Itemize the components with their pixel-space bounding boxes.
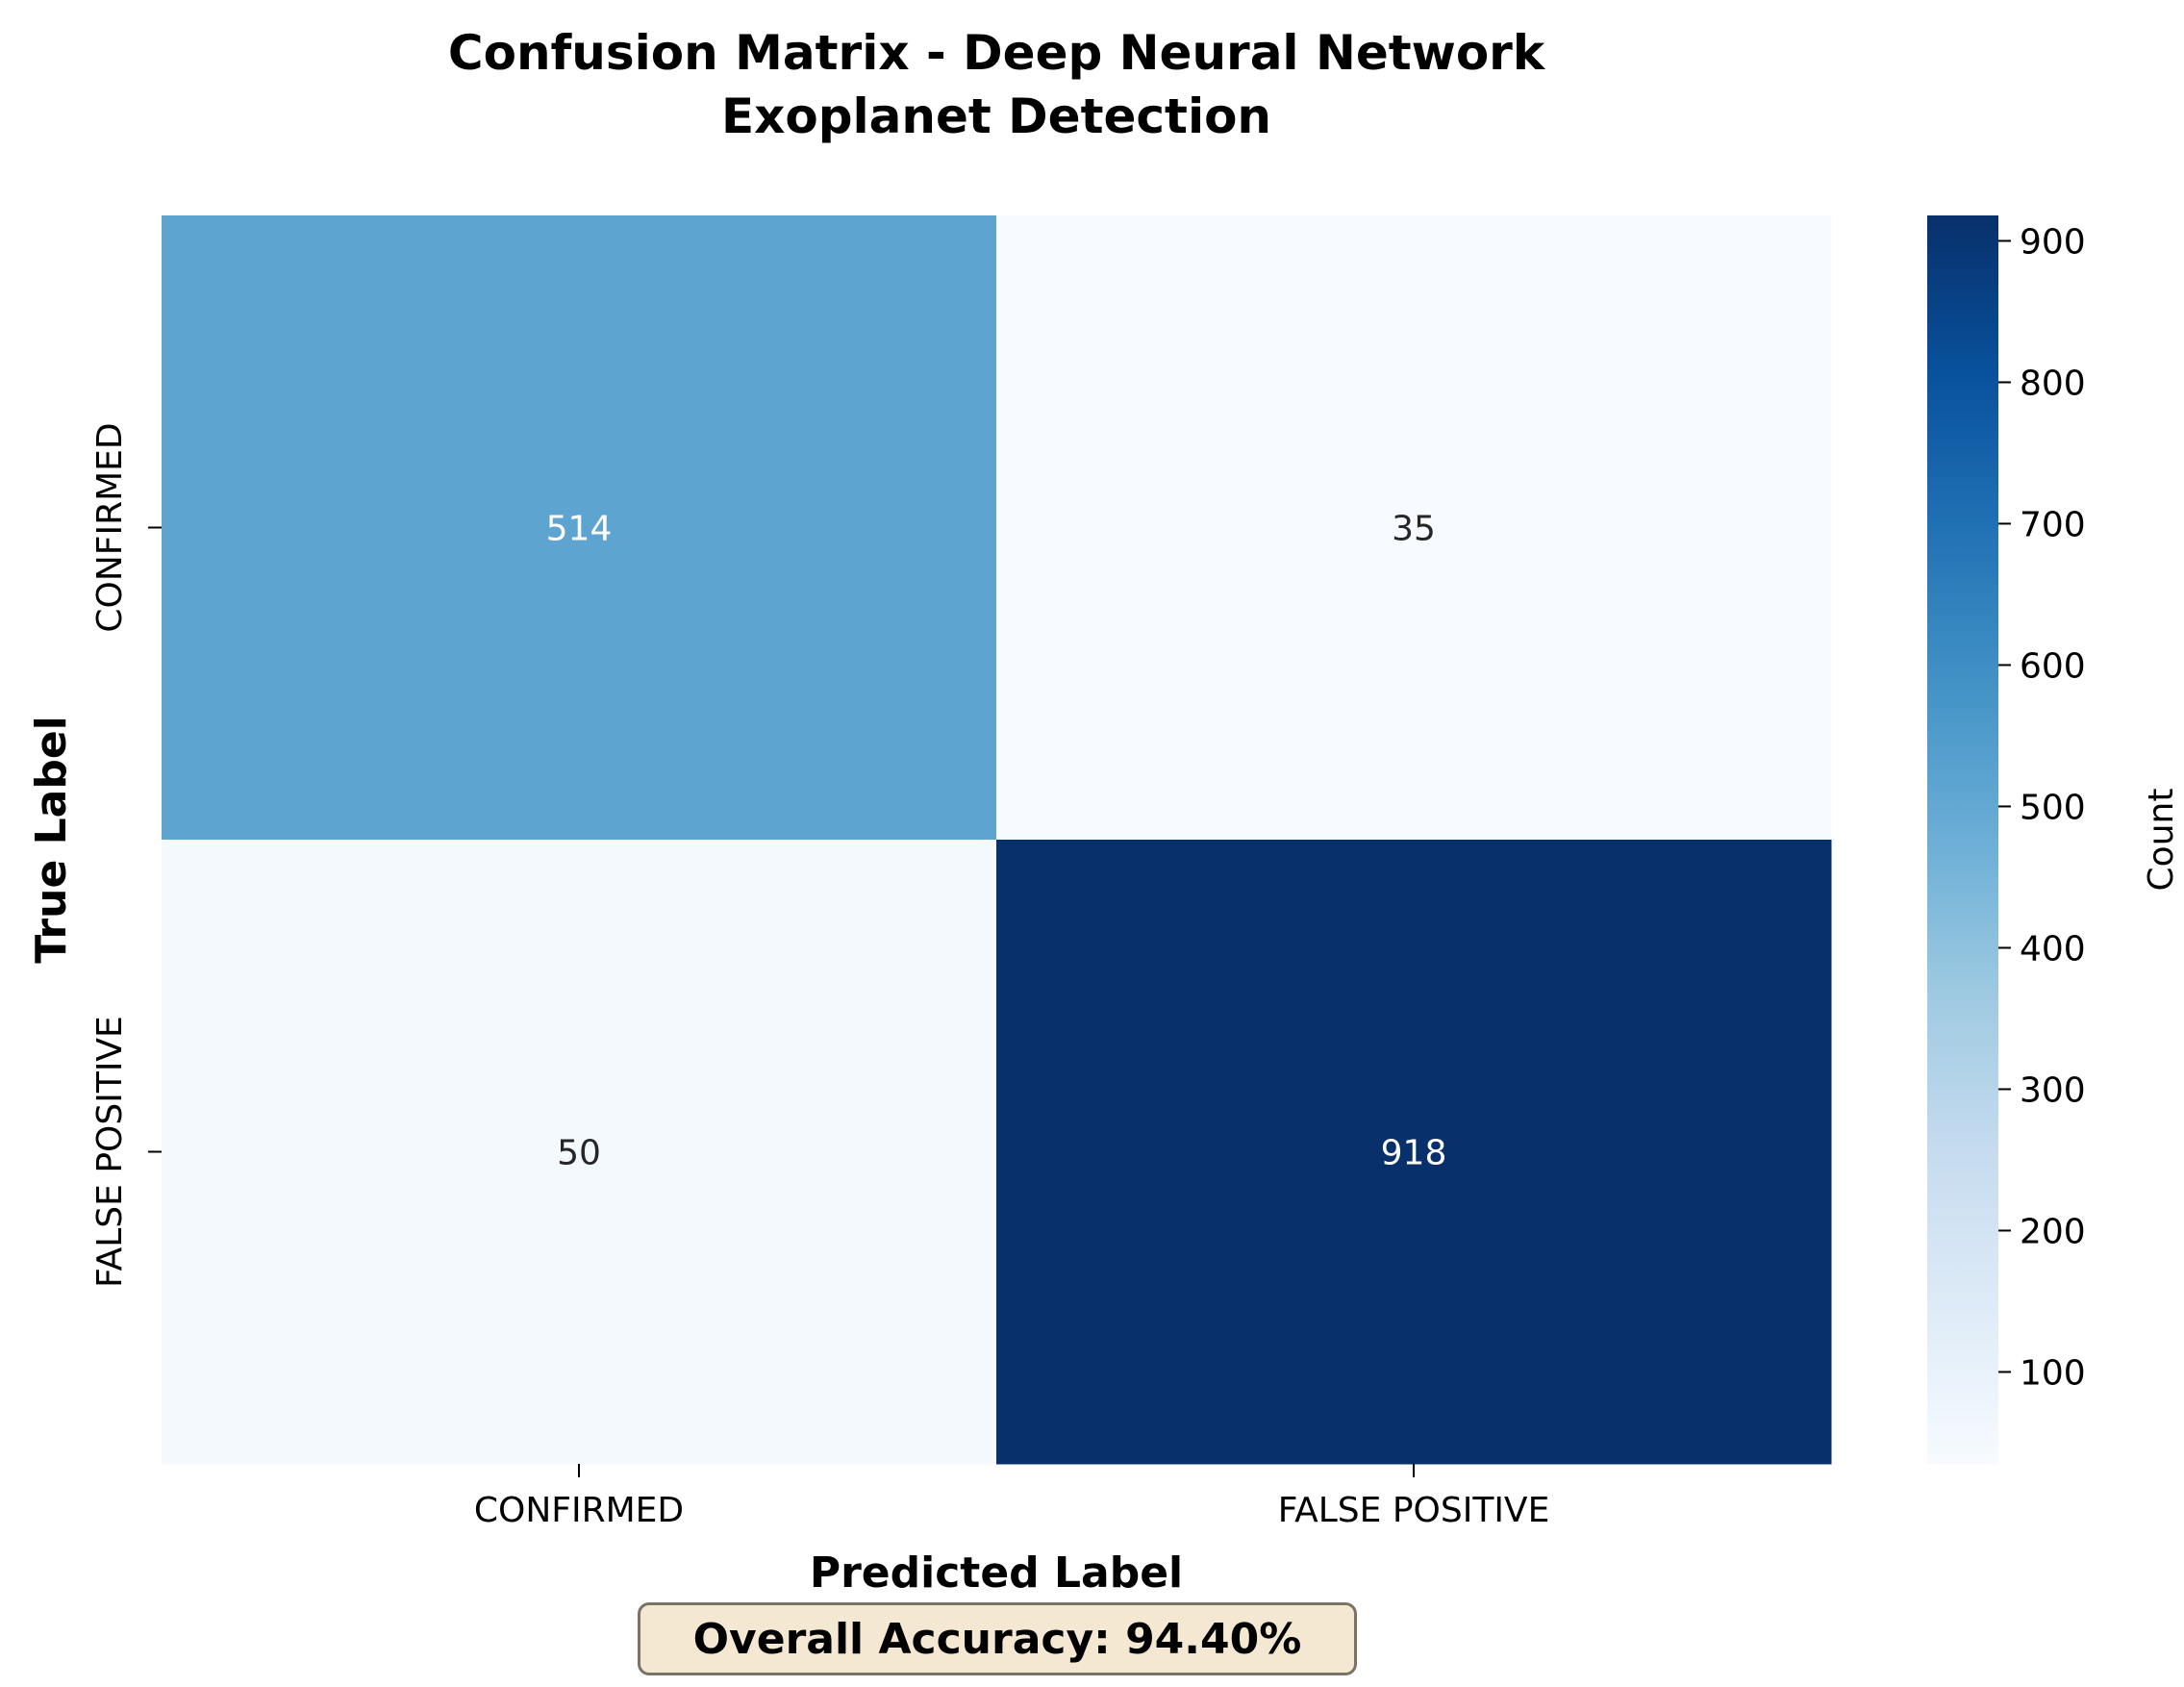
colorbar-tick-label-7: 800 bbox=[2020, 364, 2086, 403]
colorbar-label: Count bbox=[2142, 789, 2181, 892]
accuracy-annotation: Overall Accuracy: 94.40% bbox=[638, 1602, 1357, 1675]
heatmap-axes: CONFIRMED FALSE POSITIVE CONFIRMED FALSE PO… bbox=[90, 422, 1549, 1530]
colorbar-tick-label-2: 300 bbox=[2020, 1070, 2086, 1110]
chart-title-line-1: Confusion Matrix - Deep Neural Network bbox=[448, 25, 1546, 81]
heatmap-cell-1-0 bbox=[162, 840, 997, 1465]
colorbar-tick-label-6: 700 bbox=[2020, 505, 2086, 544]
colorbar-tick-label-3: 400 bbox=[2020, 929, 2086, 969]
colorbar-tick-label-5: 600 bbox=[2020, 646, 2086, 686]
heatmap-cell-0-1 bbox=[996, 215, 1832, 841]
colorbar: 100 200 300 400 500 600 700 800 900 bbox=[1927, 215, 2086, 1464]
heatmap-cell-0-0 bbox=[162, 215, 997, 841]
cell-value-label-0-0: 514 bbox=[546, 510, 613, 549]
colorbar-tick-label-8: 900 bbox=[2020, 222, 2086, 262]
y-tick-label-0: CONFIRMED bbox=[90, 422, 130, 632]
cell-value-label-0-1: 35 bbox=[1392, 510, 1436, 549]
heatmap-area: 514 35 50 918 bbox=[162, 215, 1832, 1465]
x-tick-label-1: FALSE POSITIVE bbox=[1278, 1491, 1550, 1530]
colorbar-gradient bbox=[1927, 215, 1998, 1464]
heatmap-cell-1-1 bbox=[996, 840, 1832, 1465]
colorbar-tick-label-1: 200 bbox=[2020, 1212, 2086, 1251]
x-axis-label: Predicted Label bbox=[810, 1549, 1183, 1598]
colorbar-tick-label-0: 100 bbox=[2020, 1353, 2086, 1393]
colorbar-tick-label-4: 500 bbox=[2020, 788, 2086, 827]
cell-value-label-1-1: 918 bbox=[1381, 1134, 1447, 1173]
chart-title-line-2: Exoplanet Detection bbox=[721, 88, 1271, 144]
x-tick-label-0: CONFIRMED bbox=[474, 1491, 684, 1530]
y-axis-label: True Label bbox=[27, 716, 76, 964]
y-tick-label-1: FALSE POSITIVE bbox=[90, 1016, 130, 1288]
cell-value-label-1-0: 50 bbox=[557, 1134, 601, 1173]
